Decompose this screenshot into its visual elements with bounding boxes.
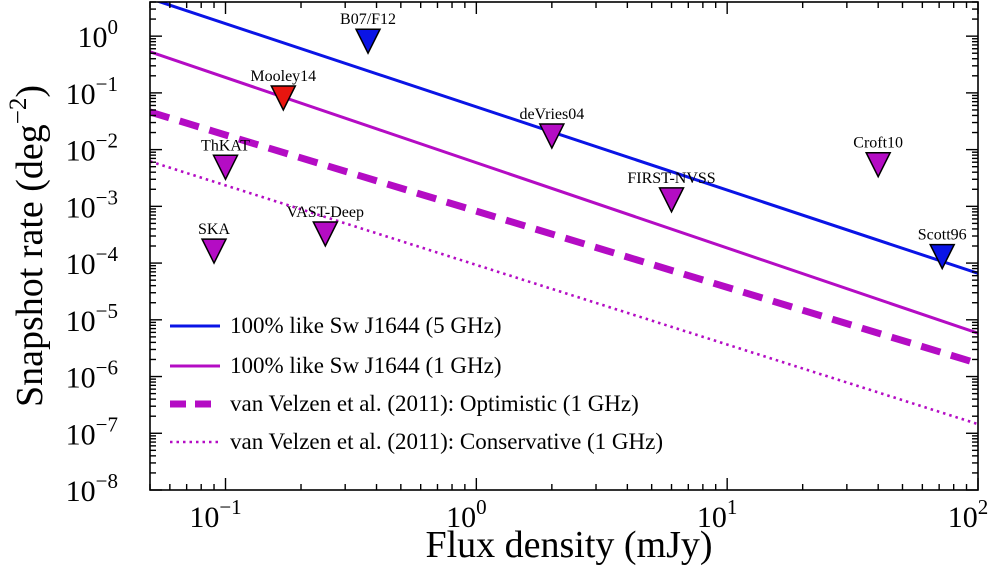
series-line-3: [150, 108, 978, 367]
marker-label: SKA: [198, 221, 230, 238]
marker-first-nvss: FIRST-NVSS: [627, 170, 716, 214]
y-tick-label: 10−6: [66, 356, 118, 395]
ticks: 10−1 100 101 102 10−8 10−7 10−6 10−5 10−4 10−3 10−…: [66, 1, 989, 534]
y-axis-title-exp: −2: [5, 98, 32, 125]
marker-label: Croft10: [853, 135, 903, 152]
marker-label: VAST-Deep: [287, 204, 364, 221]
marker-label: Scott96: [918, 227, 967, 244]
marker-triangle: [658, 187, 685, 214]
marker-triangle: [270, 85, 297, 112]
y-tick-label: 100: [78, 15, 119, 54]
y-tick-label: 10−8: [66, 469, 118, 508]
marker-label: FIRST-NVSS: [627, 170, 715, 187]
x-tick-label: 101: [697, 495, 738, 534]
marker-triangle: [312, 221, 339, 248]
y-tick-label: 10−4: [66, 242, 119, 281]
y-tick-label: 10−1: [66, 72, 118, 111]
marker-triangle: [212, 154, 239, 181]
plot-frame: [149, 1, 979, 491]
marker-b07-f12: B07/F12: [340, 11, 396, 55]
legend-label-4: van Velzen et al. (2011): Conservative (…: [230, 429, 663, 454]
y-axis-title-main: Snapshot rate (deg: [9, 124, 51, 407]
marker-ska: SKA: [198, 221, 230, 265]
x-axis-title: Flux density (mJy): [425, 524, 712, 566]
marker-label: B07/F12: [340, 11, 396, 28]
marker-mooley14: Mooley14: [250, 68, 316, 112]
marker-scott96: Scott96: [918, 227, 967, 271]
marker-label: ThKAT: [201, 137, 250, 154]
marker-triangle: [200, 238, 228, 265]
y-tick-label: 10−2: [66, 129, 118, 168]
x-tick-label: 100: [446, 495, 487, 534]
marker-thkat: ThKAT: [201, 137, 250, 181]
marker-label: Mooley14: [250, 68, 316, 85]
y-axis-title: Snapshot rate (deg−2): [5, 85, 51, 407]
x-tick-label: 10−1: [189, 495, 241, 534]
marker-triangle: [929, 243, 956, 271]
markers: B07/F12 Mooley14 deVries04 ThKAT Croft10 FIRS…: [198, 11, 967, 271]
legend: 100% like Sw J1644 (5 GHz) 100% like Sw J…: [170, 313, 663, 454]
marker-croft10: Croft10: [853, 135, 903, 179]
y-tick-label: 10−7: [66, 412, 118, 451]
marker-devries04: deVries04: [519, 106, 584, 150]
legend-label-2: 100% like Sw J1644 (1 GHz): [230, 353, 502, 378]
marker-triangle: [354, 28, 382, 55]
y-tick-label: 10−5: [66, 299, 118, 338]
marker-triangle: [864, 151, 892, 179]
y-axis-title-close: ): [9, 85, 51, 98]
y-tick-label: 10−3: [66, 185, 118, 224]
marker-vast-deep: VAST-Deep: [287, 204, 364, 248]
marker-triangle: [538, 123, 566, 150]
series-line-1: [155, 2, 978, 275]
legend-label-1: 100% like Sw J1644 (5 GHz): [230, 313, 502, 338]
series-line-4: [150, 160, 978, 426]
legend-label-3: van Velzen et al. (2011): Optimistic (1 …: [230, 391, 639, 416]
marker-label: deVries04: [519, 106, 584, 123]
x-tick-label: 102: [948, 495, 989, 534]
series-line-2: [150, 50, 978, 335]
